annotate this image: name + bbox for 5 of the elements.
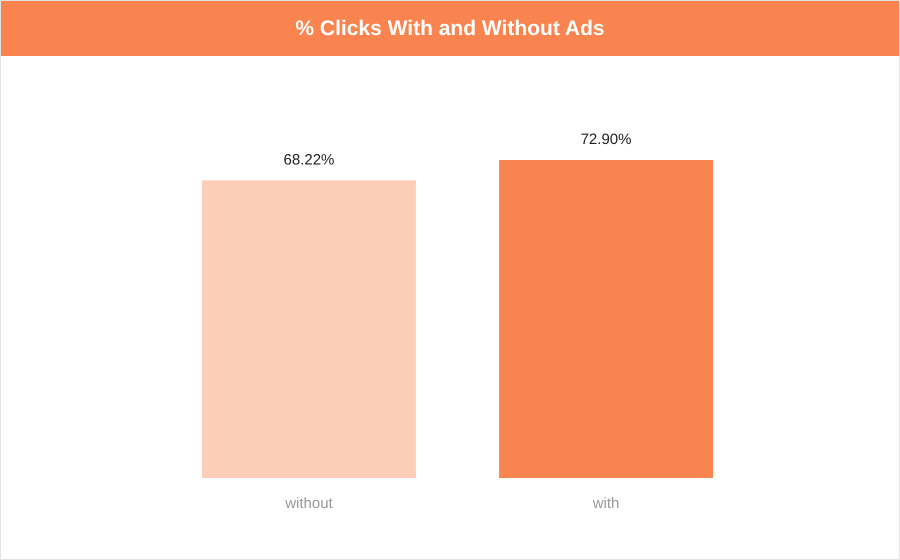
data-label: 72.90%	[580, 131, 632, 148]
x-tick-label: without	[284, 495, 334, 512]
x-tick-label: with	[592, 495, 620, 512]
chart-title: % Clicks With and Without Ads	[295, 17, 605, 40]
data-label: 68.22%	[284, 151, 334, 168]
